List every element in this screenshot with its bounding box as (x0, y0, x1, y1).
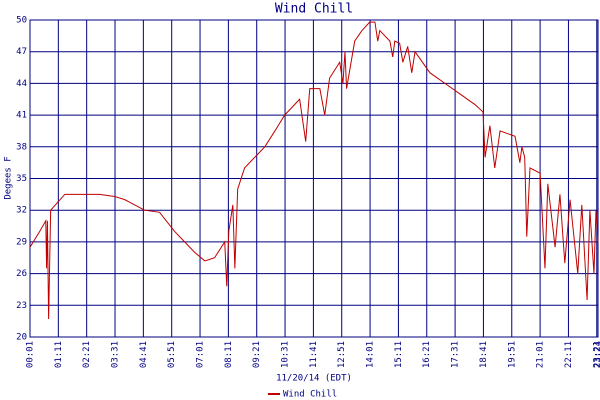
x-tick-label: 10:31 (281, 341, 291, 368)
y-tick-label: 23 (16, 301, 27, 311)
y-tick-label: 35 (16, 174, 27, 184)
y-tick-label: 26 (16, 269, 27, 279)
x-tick-label: 02:21 (82, 341, 92, 368)
y-tick-label: 29 (16, 237, 27, 247)
y-tick-label: 20 (16, 333, 27, 343)
x-tick-label: 07:01 (196, 341, 206, 368)
y-tick-label: 38 (16, 142, 27, 152)
y-tick-label: 47 (16, 47, 27, 57)
x-tick-label: 23:21 (592, 341, 600, 368)
x-tick-label: 11:41 (309, 341, 319, 368)
y-tick-label: 50 (16, 16, 27, 26)
x-tick-label: 14:01 (366, 341, 376, 368)
plot-border (29, 19, 599, 338)
x-tick-label: 00:01 (26, 341, 36, 368)
y-tick-label: 32 (16, 206, 27, 216)
y-tick-label: 44 (16, 79, 27, 89)
x-tick-label: 08:11 (224, 341, 234, 368)
x-tick-label: 05:51 (167, 341, 177, 368)
x-tick-label: 19:51 (507, 341, 517, 368)
x-tick-label: 18:41 (479, 341, 489, 368)
chart-title: Wind Chill (275, 2, 353, 17)
x-tick-label: 16:21 (422, 341, 432, 368)
x-tick-label: 04:41 (139, 341, 149, 368)
x-tick-label: 12:51 (337, 341, 347, 368)
y-axis-label: Degees F (4, 156, 14, 199)
x-tick-label: 09:21 (252, 341, 262, 368)
x-axis-label: 11/20/14 (EDT) (276, 374, 352, 384)
x-tick-label: 03:31 (111, 341, 121, 368)
x-tick-label: 21:01 (536, 341, 546, 368)
y-tick-label: 41 (16, 111, 27, 121)
x-tick-label: 01:11 (54, 341, 64, 368)
x-tick-label: 17:31 (451, 341, 461, 368)
x-tick-label: 23:24 (594, 341, 600, 368)
legend-label: Wind Chill (283, 390, 337, 400)
x-tick-label: 15:11 (394, 341, 404, 368)
x-tick-label: 22:11 (564, 341, 574, 368)
series-line (29, 21, 599, 320)
